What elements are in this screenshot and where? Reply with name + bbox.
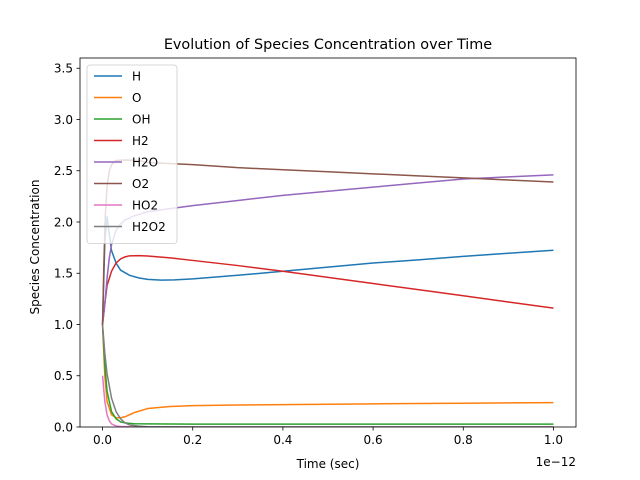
- chart-title: Evolution of Species Concentration over …: [164, 37, 492, 53]
- x-axis-label: Time (sec): [296, 457, 360, 471]
- legend: HO OH H2 H2O O2 HO2 H2O2: [86, 64, 178, 244]
- x-tick-label: 0.0: [93, 433, 112, 447]
- axes: 0.0 0.2 0.4 0.6 0.8 1.0 0.0 0.5 1.0 1.5 2.0 2.5 3.0 3…: [54, 57, 577, 447]
- x-tick-label: 0.8: [454, 433, 473, 447]
- y-tick-label: 3.0: [54, 113, 73, 127]
- y-tick-label: 2.0: [54, 215, 73, 229]
- y-tick-label: 2.5: [54, 164, 73, 178]
- legend-box: [86, 64, 178, 244]
- x-tick-label: 0.6: [364, 433, 383, 447]
- y-tick-label: 1.0: [54, 318, 73, 332]
- legend-label-h2o2: H2O2: [132, 220, 166, 234]
- y-tick-label: 0.5: [54, 369, 73, 383]
- legend-label-o: O: [132, 91, 141, 105]
- y-tick-label: 0.0: [54, 420, 73, 434]
- legend-label-h2o: H2O: [132, 155, 158, 169]
- legend-label-h2: H2: [132, 134, 149, 148]
- x-tick-label: 0.2: [183, 433, 202, 447]
- x-tick-label: 0.4: [273, 433, 292, 447]
- legend-label-o2: O2: [132, 177, 149, 191]
- legend-label-ho2: HO2: [132, 198, 158, 212]
- y-tick-label: 1.5: [54, 267, 73, 281]
- legend-label-h: H: [132, 69, 141, 83]
- y-axis-label: Species Concentration: [28, 180, 42, 315]
- x-tick-label: 1.0: [544, 433, 563, 447]
- axes-frame: [79, 57, 577, 428]
- x-offset-label: 1e−12: [536, 455, 576, 469]
- series-line-h2o2: [101, 324, 554, 427]
- series-line-h2: [101, 254, 554, 325]
- series-line-oh: [101, 324, 554, 425]
- series-line-o: [101, 324, 554, 419]
- y-tick-label: 3.5: [54, 62, 73, 76]
- legend-label-oh: OH: [132, 112, 150, 126]
